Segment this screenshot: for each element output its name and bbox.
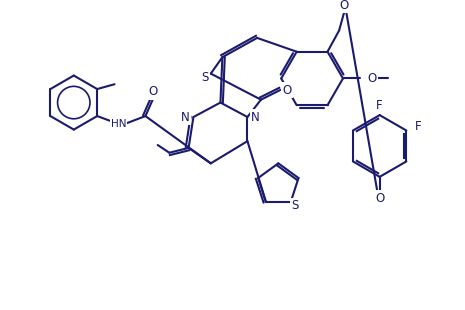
Text: N: N: [181, 111, 190, 123]
Text: F: F: [376, 99, 383, 112]
Text: F: F: [415, 120, 421, 133]
Text: O: O: [367, 72, 377, 85]
Text: O: O: [339, 0, 349, 12]
Text: O: O: [148, 86, 158, 99]
Text: O: O: [282, 83, 292, 96]
Text: HN: HN: [111, 119, 126, 129]
Text: O: O: [375, 192, 384, 205]
Text: N: N: [251, 111, 259, 123]
Text: S: S: [201, 71, 209, 84]
Text: S: S: [291, 199, 299, 212]
